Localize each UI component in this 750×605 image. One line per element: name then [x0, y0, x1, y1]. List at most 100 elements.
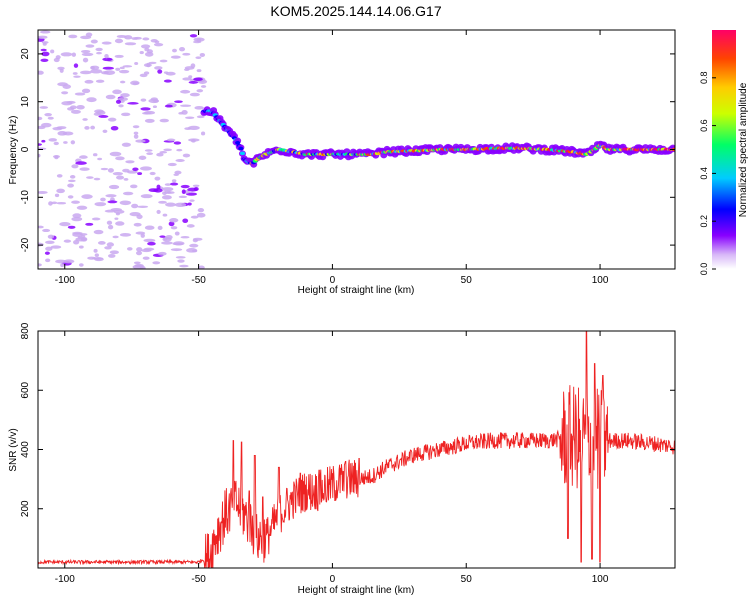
- noise-speck: [127, 102, 139, 105]
- noise-speck: [173, 141, 182, 145]
- noise-speck: [82, 118, 88, 121]
- noise-speck: [107, 224, 114, 230]
- noise-speck: [159, 151, 168, 154]
- noise-speck: [137, 172, 143, 175]
- noise-speck: [38, 35, 48, 39]
- noise-speck: [192, 238, 199, 243]
- noise-speck: [161, 187, 174, 192]
- noise-speck: [72, 232, 83, 237]
- noise-speck: [61, 91, 69, 95]
- noise-speck: [115, 221, 125, 226]
- snr-ticks: -100 -50 0 50 100 200 400 600 800: [20, 322, 675, 585]
- noise-speck: [90, 39, 98, 44]
- noise-speck: [74, 92, 86, 96]
- noise-speck: [39, 106, 49, 109]
- noise-speck: [157, 69, 163, 74]
- noise-speck: [93, 229, 104, 235]
- ridge-core: [235, 141, 241, 145]
- noise-speck: [57, 66, 65, 70]
- noise-speck: [154, 176, 161, 181]
- snr-marks: [38, 331, 675, 568]
- noise-speck: [38, 116, 43, 121]
- noise-speck: [104, 246, 112, 250]
- noise-speck: [159, 118, 169, 123]
- noise-speck: [200, 85, 207, 88]
- noise-speck: [81, 194, 93, 199]
- noise-speck: [59, 221, 71, 227]
- noise-speck: [103, 70, 116, 75]
- noise-speck: [168, 221, 175, 227]
- colorbar-tick-label: 0.8: [699, 72, 709, 85]
- noise-speck: [56, 126, 67, 130]
- noise-speck: [107, 200, 118, 204]
- noise-speck: [44, 112, 52, 117]
- noise-speck: [187, 202, 192, 206]
- noise-speck: [78, 263, 84, 267]
- x-tick-label: 0: [330, 574, 336, 585]
- noise-speck: [86, 176, 94, 179]
- noise-speck: [180, 184, 190, 189]
- noise-speck: [63, 141, 68, 144]
- noise-speck: [47, 116, 54, 120]
- colorbar-label: Normalized spectral amplitude: [738, 82, 749, 217]
- noise-speck: [197, 265, 205, 269]
- noise-speck: [45, 246, 53, 251]
- noise-speck: [163, 79, 172, 83]
- noise-speck: [175, 256, 186, 259]
- noise-speck: [120, 93, 130, 98]
- noise-speck: [114, 38, 124, 44]
- noise-speck: [107, 168, 114, 173]
- noise-speck: [182, 153, 191, 158]
- y-tick-label: 200: [20, 500, 31, 517]
- noise-speck: [142, 37, 150, 41]
- noise-speck: [140, 98, 147, 102]
- noise-speck: [189, 243, 199, 248]
- snr-series-line: [38, 331, 675, 568]
- noise-speck: [112, 235, 119, 239]
- y-tick-label: 10: [20, 96, 31, 108]
- noise-speck: [71, 200, 80, 204]
- x-tick-label: 0: [330, 275, 336, 286]
- noise-speck: [54, 155, 59, 160]
- noise-speck: [110, 207, 122, 212]
- noise-speck: [63, 239, 72, 243]
- noise-speck: [161, 241, 173, 245]
- noise-speck: [132, 125, 140, 129]
- noise-speck: [76, 205, 88, 210]
- noise-speck: [81, 52, 94, 57]
- noise-speck: [174, 231, 180, 236]
- x-tick-label: -100: [55, 275, 75, 286]
- noise-speck: [165, 71, 176, 76]
- chart-title: KOM5.2025.144.14.06.G17: [270, 3, 441, 19]
- noise-speck: [102, 57, 113, 62]
- noise-speck: [189, 199, 195, 202]
- noise-speck: [67, 183, 75, 188]
- noise-speck: [154, 66, 163, 70]
- noise-speck: [121, 112, 131, 117]
- noise-speck: [134, 61, 139, 65]
- noise-speck: [102, 129, 108, 133]
- colorbar: 0.0 0.2 0.4 0.6 0.8 Normalized spectral ampl…: [699, 30, 749, 275]
- noise-speck: [150, 97, 158, 102]
- noise-speck: [80, 236, 88, 242]
- colorbar-ticks: 0.0 0.2 0.4 0.6 0.8: [699, 72, 716, 275]
- noise-speck: [142, 111, 152, 115]
- noise-speck: [107, 117, 117, 122]
- y-tick-label: 20: [20, 48, 31, 60]
- noise-speck: [182, 52, 191, 56]
- noise-speck: [139, 73, 148, 78]
- noise-speck: [73, 240, 80, 245]
- noise-speck: [159, 59, 168, 63]
- noise-speck: [196, 69, 202, 73]
- noise-speck: [166, 138, 176, 142]
- noise-speck: [106, 242, 114, 247]
- noise-speck: [169, 218, 179, 223]
- noise-speck: [178, 195, 188, 199]
- noise-speck: [156, 184, 161, 190]
- colorbar-tick-label: 0.2: [699, 215, 709, 228]
- noise-speck: [45, 258, 51, 263]
- noise-speck: [114, 54, 124, 58]
- noise-speck: [126, 247, 133, 251]
